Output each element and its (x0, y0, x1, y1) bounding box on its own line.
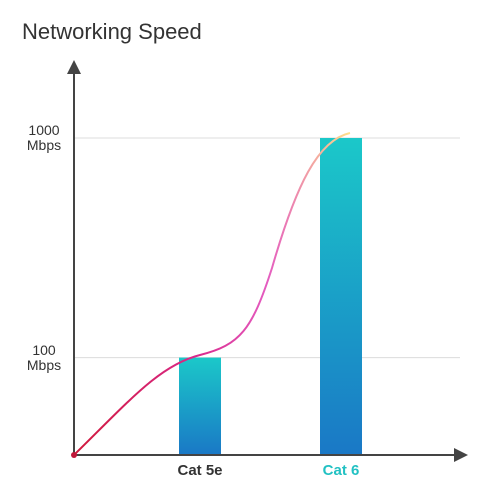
chart-title: Networking Speed (22, 19, 202, 44)
y-tick-label: 1000 Mbps (26, 121, 62, 153)
y-tick-label: 100 Mbps (26, 341, 62, 373)
trend-curve (73, 132, 351, 456)
bar (179, 357, 221, 455)
x-tick-label: Cat 5e (177, 462, 222, 479)
x-axis-arrow (454, 448, 468, 462)
bar (320, 137, 362, 455)
origin-dot (71, 452, 77, 458)
x-tick-label: Cat 6 (323, 462, 360, 479)
y-axis-arrow (67, 60, 81, 74)
